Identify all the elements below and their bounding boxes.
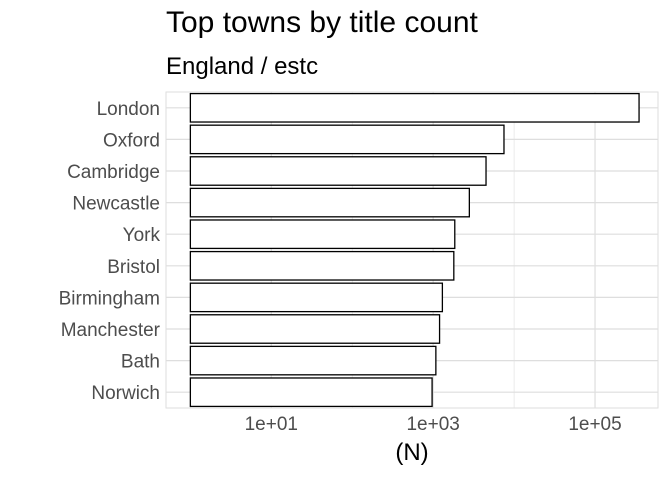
category-label: Bath <box>121 352 160 373</box>
category-label: Birmingham <box>59 288 160 309</box>
category-label: Norwich <box>91 383 160 404</box>
category-labels: London Oxford Cambridge Newcastle York Bristo… <box>59 99 161 404</box>
bar-york <box>189 219 456 250</box>
category-label: London <box>97 99 160 120</box>
category-label: Oxford <box>103 130 160 151</box>
bar-manchester <box>189 314 441 344</box>
bar-norwich <box>189 377 433 408</box>
bar-bristol <box>189 250 455 281</box>
bar-oxford <box>189 124 505 155</box>
x-tick-labels: 1e+01 1e+03 1e+05 <box>245 414 622 435</box>
chart-title: Top towns by title count <box>166 6 478 39</box>
bars <box>189 92 640 408</box>
category-label: Newcastle <box>72 194 160 215</box>
x-axis-title: (N) <box>395 439 428 466</box>
bar-bath <box>189 345 437 376</box>
category-label: Manchester <box>61 320 161 341</box>
bar-cambridge <box>189 156 487 186</box>
category-label: Bristol <box>107 257 160 278</box>
bar-newcastle <box>189 187 470 218</box>
category-label: Cambridge <box>67 162 160 183</box>
category-label: York <box>123 225 161 246</box>
panel-border <box>165 91 659 409</box>
x-tick-label: 1e+01 <box>245 414 298 435</box>
x-tick-label: 1e+03 <box>406 414 459 435</box>
chart-subtitle: England / estc <box>166 53 319 80</box>
bar-london <box>189 92 640 123</box>
bar-birmingham <box>189 282 444 313</box>
x-tick-label: 1e+05 <box>568 414 621 435</box>
